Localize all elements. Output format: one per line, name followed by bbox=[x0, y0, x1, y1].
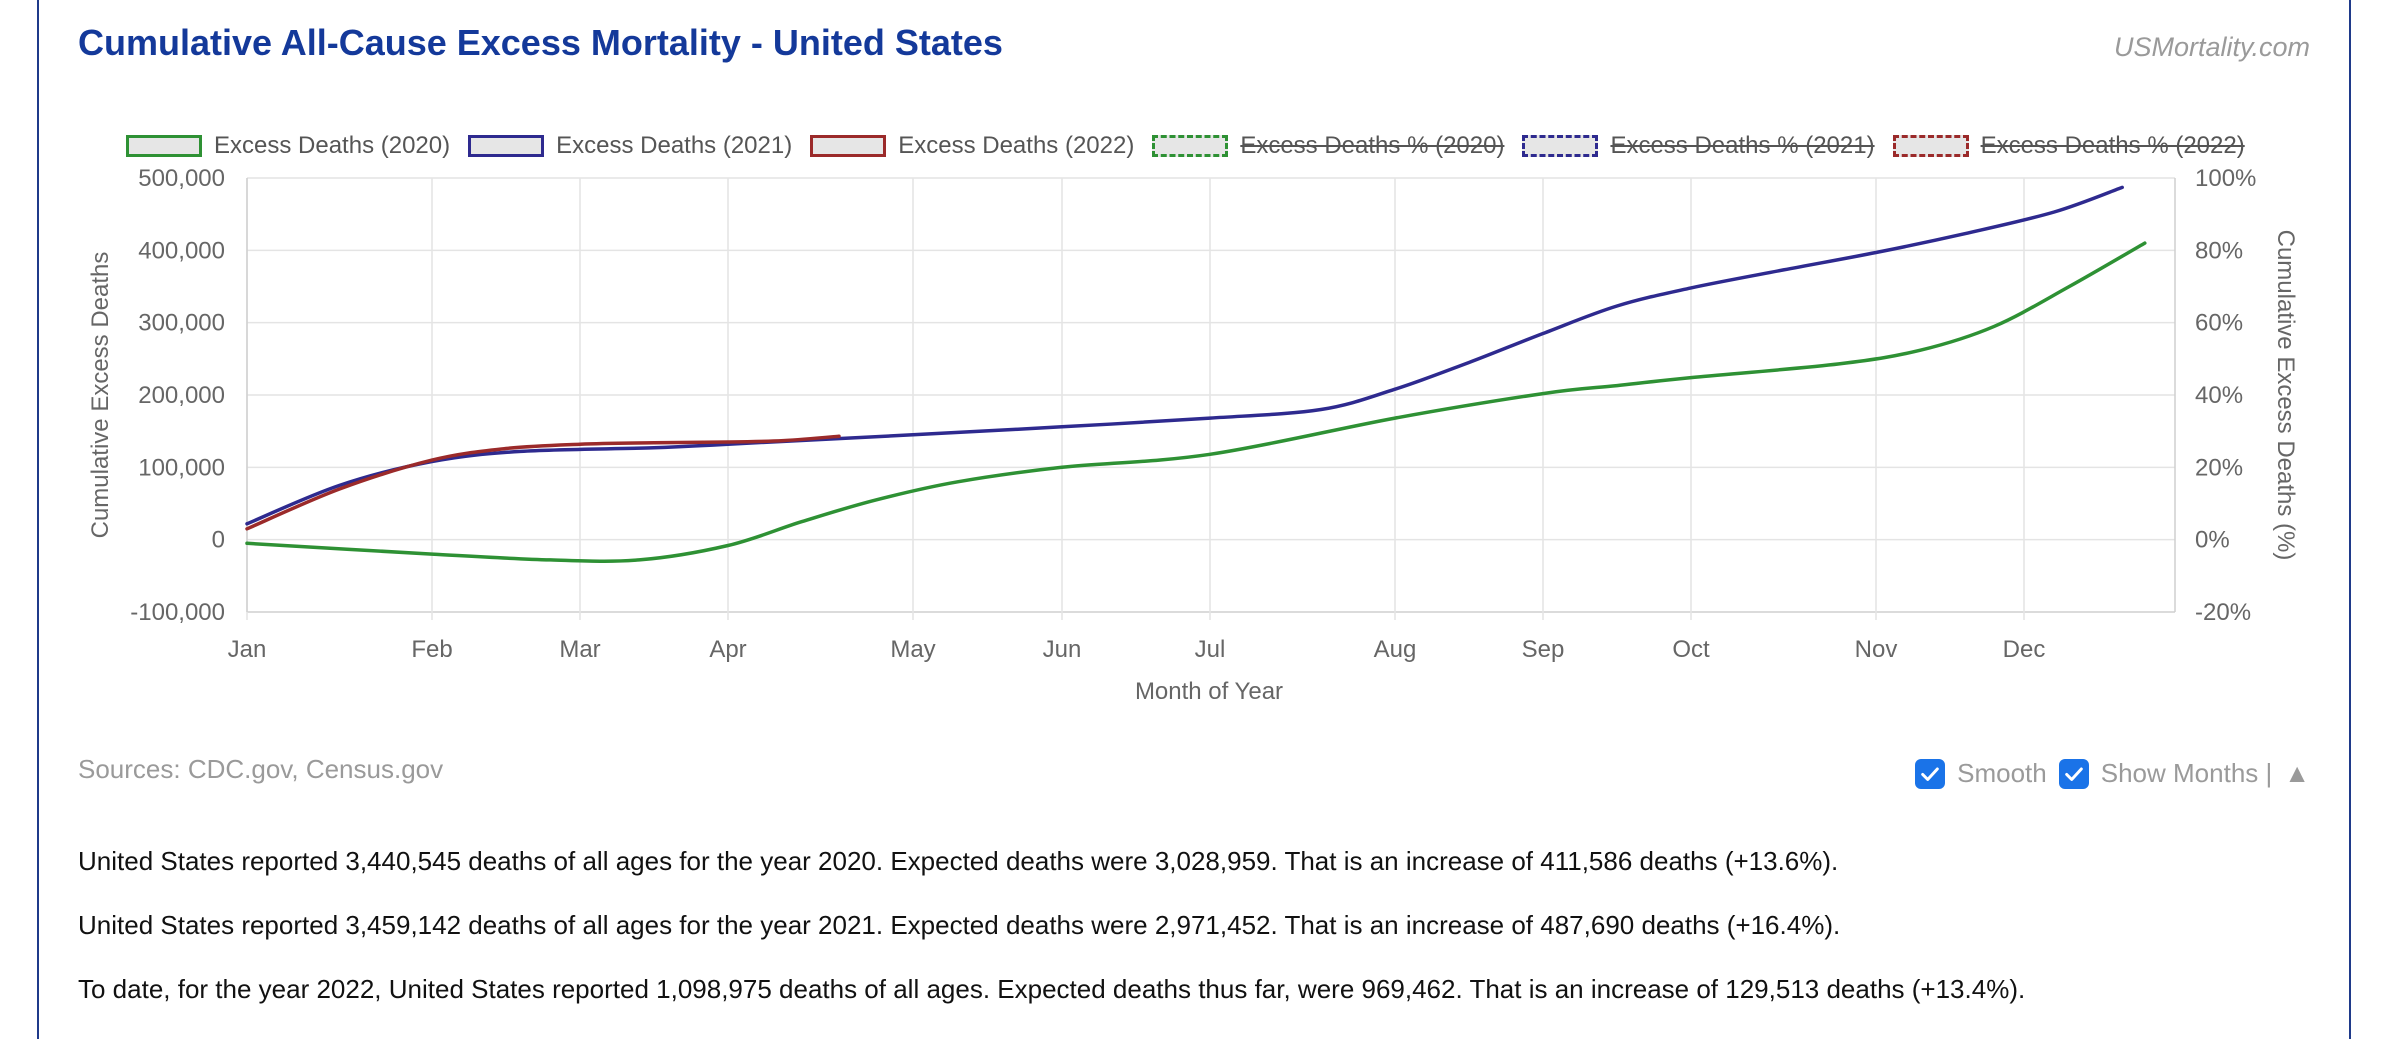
y-tick-label: 200,000 bbox=[138, 382, 225, 409]
y2-tick-label: 0% bbox=[2195, 527, 2230, 554]
y-axis-title: Cumulative Excess Deaths bbox=[87, 252, 114, 539]
legend-label: Excess Deaths (2021) bbox=[556, 132, 793, 159]
y-tick-label: 100,000 bbox=[138, 454, 225, 481]
legend-item-2021[interactable]: Excess Deaths (2021) bbox=[468, 132, 792, 160]
show-months-checkbox[interactable] bbox=[2058, 758, 2089, 789]
chart-grid bbox=[246, 177, 2175, 620]
show-months-label: Show Months | bbox=[2100, 758, 2273, 788]
series-line-2020[interactable] bbox=[245, 241, 2147, 563]
chart-title: Cumulative All-Cause Excess Mortality - … bbox=[78, 22, 1003, 63]
x-tick-label: Feb bbox=[411, 636, 452, 663]
legend-label: Excess Deaths % (2021) bbox=[1610, 132, 1875, 159]
y-tick-label: 300,000 bbox=[138, 310, 225, 337]
chart-controls: Smooth Show Months | ▲ bbox=[1915, 758, 2310, 789]
y2-tick-label: 40% bbox=[2195, 382, 2243, 409]
x-tick-label: Aug bbox=[1374, 636, 1417, 663]
x-tick-label: Jun bbox=[1043, 636, 1082, 663]
x-tick-label: Sep bbox=[1522, 636, 1565, 663]
y-tick-label: 0 bbox=[212, 527, 225, 554]
y2-tick-label: 20% bbox=[2195, 454, 2243, 481]
smooth-label: Smooth bbox=[1957, 758, 2047, 788]
legend-label: Excess Deaths (2020) bbox=[214, 132, 451, 159]
legend-item-pct-2022[interactable]: Excess Deaths % (2022) bbox=[1892, 132, 2245, 160]
series-line-2021[interactable] bbox=[245, 185, 2124, 526]
y2-tick-label: 80% bbox=[2195, 237, 2243, 264]
summary-2022: To date, for the year 2022, United State… bbox=[78, 974, 2026, 1004]
legend-swatch-2022 bbox=[810, 135, 887, 157]
sources-note: Sources: CDC.gov, Census.gov bbox=[78, 754, 444, 784]
checkmark-icon bbox=[2064, 766, 2083, 781]
y2-tick-label: -20% bbox=[2195, 599, 2251, 626]
y2-axis-title: Cumulative Excess Deaths (%) bbox=[2272, 230, 2299, 561]
y-tick-label: 400,000 bbox=[138, 237, 225, 264]
y-tick-label: 500,000 bbox=[138, 165, 225, 192]
y2-tick-label: 60% bbox=[2195, 310, 2243, 337]
x-tick-label: Apr bbox=[709, 636, 746, 663]
checkmark-icon bbox=[1921, 766, 1939, 781]
legend-item-pct-2021[interactable]: Excess Deaths % (2021) bbox=[1522, 132, 1875, 160]
y-tick-label: -100,000 bbox=[130, 599, 225, 626]
summary-2021: United States reported 3,459,142 deaths … bbox=[78, 910, 1841, 940]
x-tick-label: Jan bbox=[228, 636, 267, 663]
x-tick-label: Jul bbox=[1195, 636, 1226, 663]
legend-label: Excess Deaths % (2022) bbox=[1980, 132, 2245, 159]
legend-swatch-2020 bbox=[126, 135, 202, 157]
x-tick-label: Oct bbox=[1672, 636, 1710, 663]
legend-item-2020[interactable]: Excess Deaths (2020) bbox=[126, 132, 450, 160]
legend-swatch-2021 bbox=[468, 135, 545, 157]
legend-swatch-pct-2021 bbox=[1522, 135, 1599, 157]
summary-2020: United States reported 3,440,545 deaths … bbox=[78, 846, 1839, 876]
chart-legend: Excess Deaths (2020) Excess Deaths (2021… bbox=[126, 130, 2263, 162]
x-tick-label: Dec bbox=[2003, 636, 2046, 663]
smooth-checkbox[interactable] bbox=[1915, 758, 1946, 789]
x-tick-label: May bbox=[890, 636, 935, 663]
site-name[interactable]: USMortality.com bbox=[2113, 32, 2310, 62]
chart-series bbox=[245, 185, 2147, 563]
legend-label: Excess Deaths % (2020) bbox=[1240, 132, 1505, 159]
chart-axes: -100,000 -20% 0 0% 100,000 20% 200,000 40% 300,0… bbox=[130, 165, 2256, 663]
x-tick-label: Mar bbox=[559, 636, 600, 663]
legend-item-2022[interactable]: Excess Deaths (2022) bbox=[810, 132, 1134, 160]
series-line-2022[interactable] bbox=[245, 434, 841, 531]
collapse-toggle-icon[interactable]: ▲ bbox=[2284, 758, 2310, 788]
x-tick-label: Nov bbox=[1855, 636, 1898, 663]
legend-swatch-pct-2020 bbox=[1152, 135, 1229, 157]
line-chart: -100,000 -20% 0 0% 100,000 20% 200,000 40% 300,0… bbox=[87, 165, 2299, 705]
legend-swatch-pct-2022 bbox=[1892, 135, 1969, 157]
page-frame bbox=[37, 0, 2351, 1039]
y2-tick-label: 100% bbox=[2195, 165, 2256, 192]
x-axis-title: Month of Year bbox=[1135, 678, 1283, 705]
legend-label: Excess Deaths (2022) bbox=[898, 132, 1135, 159]
legend-item-pct-2020[interactable]: Excess Deaths % (2020) bbox=[1152, 132, 1504, 160]
